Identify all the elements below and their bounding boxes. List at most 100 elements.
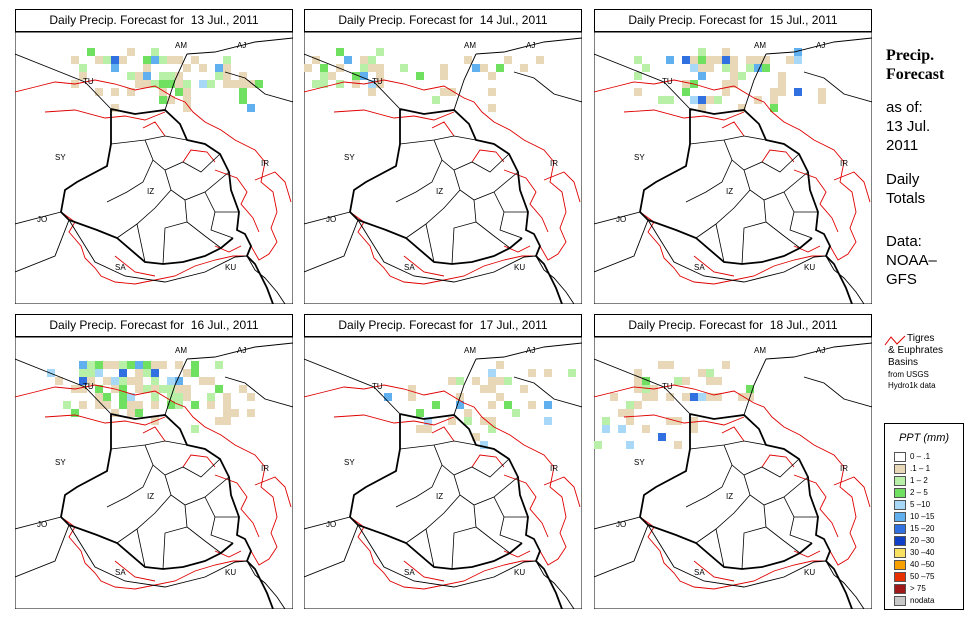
precip-cell [231, 80, 239, 88]
precip-cell [207, 80, 215, 88]
precip-cell [167, 72, 175, 80]
precip-cell [111, 377, 119, 385]
precip-cell [79, 377, 87, 385]
precip-cell [674, 441, 682, 449]
precip-cell [312, 80, 320, 88]
precip-cell [103, 56, 111, 64]
country-label-aj: AJ [816, 346, 825, 355]
precip-cell [512, 409, 520, 417]
precip-cell [642, 425, 650, 433]
precip-cell [368, 88, 376, 96]
ppt-swatch [894, 596, 906, 606]
precip-cell [183, 385, 191, 393]
precip-cell [175, 393, 183, 401]
country-label-ku: KU [514, 263, 525, 272]
country-borders [594, 342, 872, 609]
precip-cell [682, 377, 690, 385]
iraq-border [60, 413, 274, 609]
precip-cell [223, 56, 231, 64]
precip-cell [119, 377, 127, 385]
precip-cell [223, 64, 231, 72]
ppt-label: 50 –75 [910, 572, 935, 581]
ppt-swatch [894, 476, 906, 486]
precip-cell [448, 377, 456, 385]
precip-cell [714, 393, 722, 401]
country-label-iz: IZ [726, 492, 733, 501]
ppt-legend-item: 40 –50 [894, 560, 960, 570]
province-borders [685, 440, 818, 570]
data-source-label: Data: NOAA– GFS [886, 232, 937, 289]
iraq-border [349, 413, 563, 609]
precip-cell [520, 385, 528, 393]
precip-cell [127, 48, 135, 56]
precip-cell [496, 361, 504, 369]
country-label-sy: SY [634, 153, 645, 162]
ppt-legend-item: 2 – 5 [894, 488, 960, 498]
country-label-ir: IR [550, 159, 558, 168]
precip-cell [706, 393, 714, 401]
precip-cell [320, 72, 328, 80]
precip-cell [658, 96, 666, 104]
precip-cell [199, 80, 207, 88]
precip-cell [223, 417, 231, 425]
precip-cell [602, 417, 610, 425]
precip-cell [183, 96, 191, 104]
precip-cell [127, 72, 135, 80]
precip-cell [95, 385, 103, 393]
precip-cell [119, 369, 127, 377]
precip-cell [79, 64, 87, 72]
precip-cell [730, 64, 738, 72]
precip-cell [71, 409, 79, 417]
precip-cell [344, 56, 352, 64]
precip-cell [698, 72, 706, 80]
country-label-ir: IR [261, 159, 269, 168]
ppt-legend-item: 10 –15 [894, 512, 960, 522]
precip-cell [778, 72, 786, 80]
precip-cell [167, 80, 175, 88]
country-borders [304, 342, 582, 609]
precip-cell [520, 64, 528, 72]
precip-cell [706, 64, 714, 72]
country-label-jo: JO [37, 520, 47, 529]
precip-cell [215, 385, 223, 393]
country-label-ku: KU [225, 263, 236, 272]
precip-cell [119, 385, 127, 393]
ppt-label: 0 – .1 [910, 452, 931, 461]
precip-cell [384, 393, 392, 401]
precip-cell [440, 72, 448, 80]
precip-cell [690, 56, 698, 64]
basin-boundary [304, 79, 581, 285]
country-label-sy: SY [344, 153, 355, 162]
country-label-am: AM [754, 41, 766, 50]
precip-cell [488, 88, 496, 96]
precip-cell [159, 385, 167, 393]
precip-cell [472, 377, 480, 385]
ppt-swatch [894, 584, 906, 594]
precip-cell [360, 72, 368, 80]
precip-cell [504, 377, 512, 385]
precip-cell [626, 441, 634, 449]
precip-cell [496, 393, 504, 401]
precip-cell [698, 64, 706, 72]
precip-cell [440, 88, 448, 96]
precip-cell [151, 377, 159, 385]
precip-cell [610, 393, 618, 401]
panel-title: Daily Precip. Forecast for 14 Jul., 2011 [304, 9, 582, 32]
precip-cell [794, 48, 802, 56]
panel-title: Daily Precip. Forecast for 17 Jul., 2011 [304, 314, 582, 337]
precip-cell [360, 56, 368, 64]
ppt-swatch [894, 560, 906, 570]
ppt-legend-item: 20 –30 [894, 536, 960, 546]
precip-cell [762, 56, 770, 64]
precip-cell [634, 377, 642, 385]
ppt-swatch [894, 572, 906, 582]
precip-cell [111, 104, 119, 112]
precip-cell [634, 72, 642, 80]
precip-cell [626, 409, 634, 417]
precip-cell [722, 80, 730, 88]
precip-cell [698, 56, 706, 64]
country-label-tu: TU [372, 77, 383, 86]
province-borders [106, 135, 239, 265]
precip-cell [666, 417, 674, 425]
country-borders [304, 37, 582, 304]
